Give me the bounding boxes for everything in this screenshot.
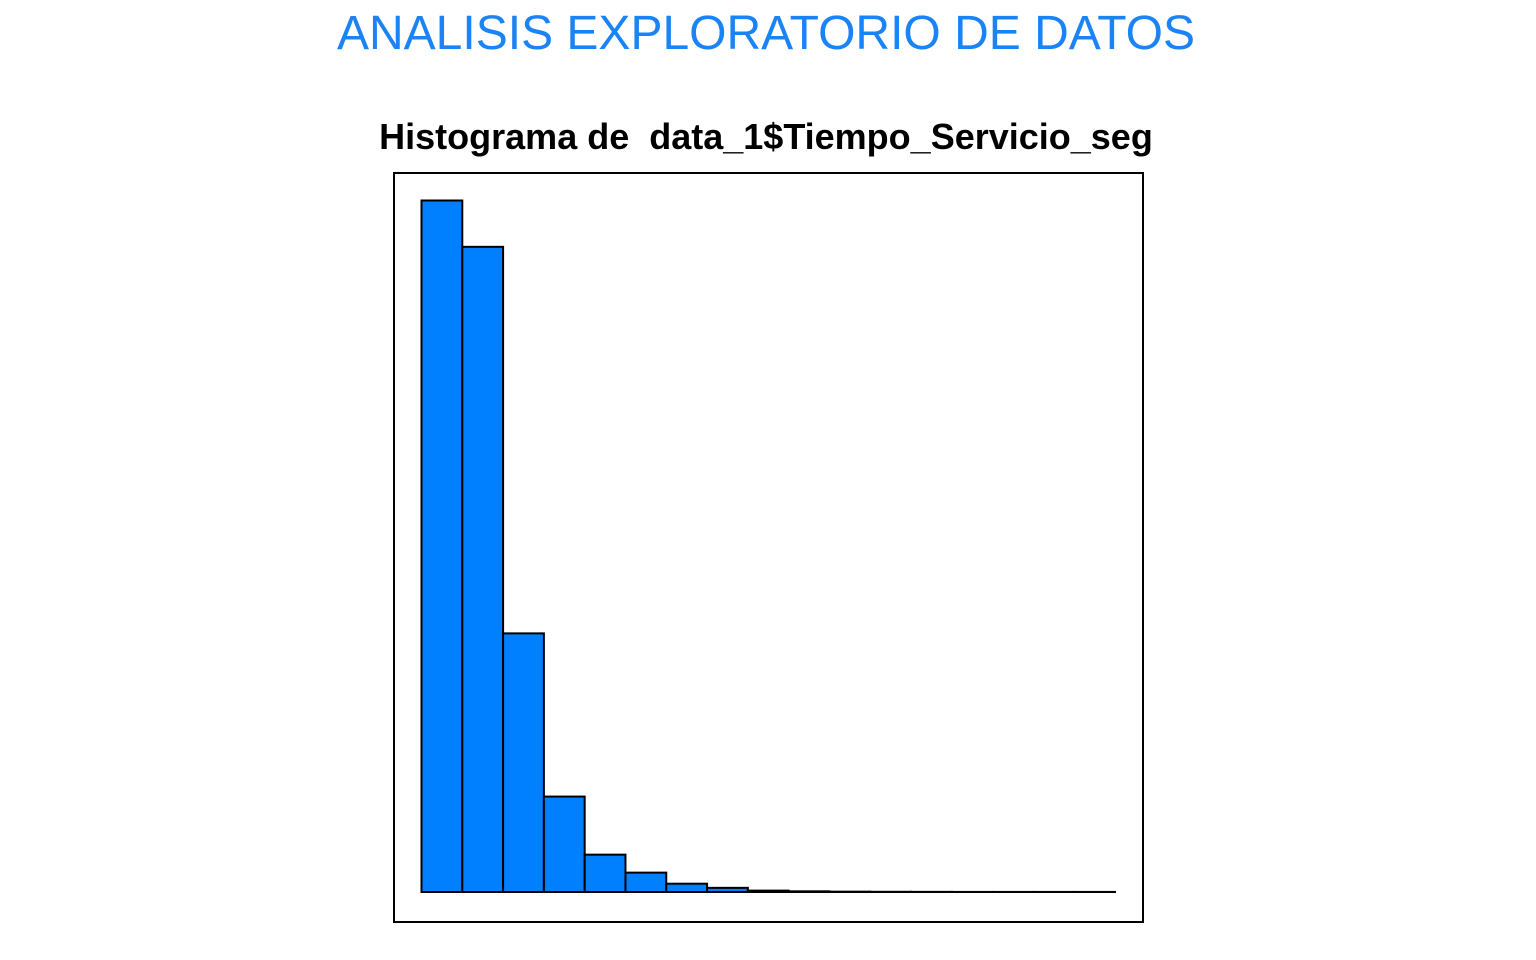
histogram-bar	[665, 882, 709, 894]
chart-title: Histograma de data_1$Tiempo_Servicio_seg	[379, 116, 1153, 157]
histogram-bar	[542, 795, 586, 893]
histogram-bar	[624, 871, 668, 893]
histogram-bar	[420, 199, 464, 893]
histogram-bar	[461, 245, 505, 893]
plot-frame	[393, 172, 1144, 923]
page-title: ANALISIS EXPLORATORIO DE DATOS	[336, 7, 1196, 60]
histogram-bar	[583, 853, 627, 893]
histogram-bars	[420, 199, 1117, 894]
histogram-bar	[502, 632, 545, 894]
